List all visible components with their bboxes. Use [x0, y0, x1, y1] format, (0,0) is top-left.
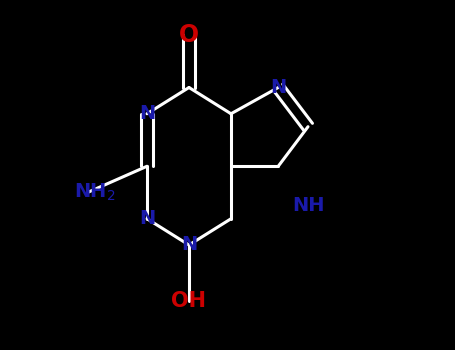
- Text: N: N: [139, 209, 155, 228]
- Text: N: N: [270, 78, 286, 97]
- Text: N: N: [181, 236, 197, 254]
- Text: N: N: [139, 104, 155, 123]
- Text: NH$_2$: NH$_2$: [74, 182, 115, 203]
- Text: OH: OH: [172, 291, 207, 311]
- Text: O: O: [179, 23, 199, 47]
- Text: NH: NH: [292, 196, 324, 215]
